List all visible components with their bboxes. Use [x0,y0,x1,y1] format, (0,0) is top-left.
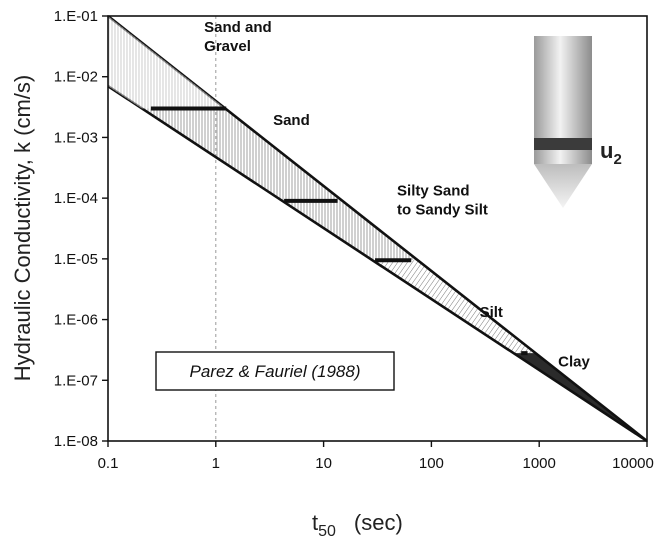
x-tick-label: 0.1 [98,455,119,472]
x-tick-label: 1000 [523,455,556,472]
zone-label: Silt [480,304,503,321]
x-axis: 0.1 1 10 100 1000 10000 [98,441,654,472]
soil-boundaries [108,16,528,356]
probe-label: u2 [600,138,622,168]
y-tick-label: 1.E-04 [54,190,98,207]
plot-frame [107,15,648,442]
y-tick-label: 1.E-05 [54,251,98,268]
citation-box [155,351,395,391]
piezocone-probe-icon: u2 [534,36,622,208]
x-axis-label: t50 (sec) [312,510,403,540]
y-tick-label: 1.E-03 [54,129,98,146]
band-fill [141,108,418,261]
y-axis-label: Hydraulic Conductivity, k (cm/s) [10,75,35,381]
zone-labels: Sand and Gravel Sand Silty Sand to Sandy Sil… [204,19,590,371]
y-tick-label: 1.E-07 [54,372,98,389]
y-tick-label: 1.E-01 [54,8,98,25]
zone-label: Sand and Gravel [204,19,272,55]
x-tick-label: 1 [212,455,220,472]
zone-label: Sand [273,112,310,129]
lower-bound-line [107,85,648,443]
silt-zone-fill [372,260,536,354]
x-tick-label: 10 [315,455,332,472]
y-tick-label: 1.E-06 [54,312,98,329]
x-tick-label: 100 [419,455,444,472]
zone-label: Clay [558,353,590,370]
x-tick-label: 10000 [612,455,654,472]
y-tick-label: 1.E-02 [54,69,98,86]
zone-label: Silty Sand to Sandy Silt [397,183,488,219]
gravel-zone-fill [108,16,226,109]
y-tick-label: 1.E-08 [54,433,98,450]
citation-text: Parez & Fauriel (1988) [189,362,360,381]
y-axis: 1.E-01 1.E-02 1.E-03 1.E-04 1.E-05 1.E-06 1.E-… [54,8,108,450]
